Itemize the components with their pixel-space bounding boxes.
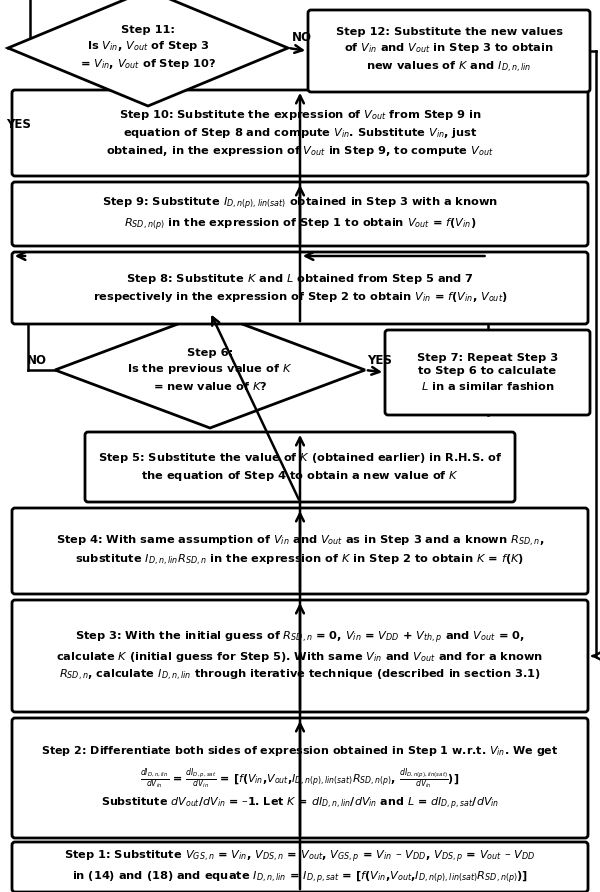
- Text: NO: NO: [292, 31, 312, 44]
- Text: Step 2: Differentiate both sides of expression obtained in Step 1 w.r.t. $V_{in}: Step 2: Differentiate both sides of expr…: [41, 744, 559, 813]
- FancyBboxPatch shape: [12, 842, 588, 892]
- FancyBboxPatch shape: [12, 252, 588, 324]
- FancyBboxPatch shape: [12, 600, 588, 712]
- Text: Step 8: Substitute $K$ and $L$ obtained from Step 5 and 7
respectively in the ex: Step 8: Substitute $K$ and $L$ obtained …: [92, 272, 508, 304]
- Text: Step 9: Substitute $I_{D,n(p),lin(sat)}$ obtained in Step 3 with a known
$R_{SD,: Step 9: Substitute $I_{D,n(p),lin(sat)}$…: [102, 195, 498, 233]
- Text: Step 11:
Is $V_{in}$, $V_{out}$ of Step 3
= $V_{in}$, $V_{out}$ of Step 10?: Step 11: Is $V_{in}$, $V_{out}$ of Step …: [80, 25, 216, 71]
- FancyBboxPatch shape: [12, 90, 588, 176]
- FancyBboxPatch shape: [85, 432, 515, 502]
- Polygon shape: [8, 0, 288, 106]
- Text: Step 7: Repeat Step 3
to Step 6 to calculate
$L$ in a similar fashion: Step 7: Repeat Step 3 to Step 6 to calcu…: [417, 353, 558, 392]
- Text: Step 4: With same assumption of $V_{in}$ and $V_{out}$ as in Step 3 and a known : Step 4: With same assumption of $V_{in}$…: [56, 533, 544, 568]
- Text: Step 1: Substitute $V_{GS,n}$ = $V_{in}$, $V_{DS,n}$ = $V_{out}$, $V_{GS,p}$ = $: Step 1: Substitute $V_{GS,n}$ = $V_{in}$…: [64, 848, 536, 886]
- Text: YES: YES: [367, 354, 392, 367]
- Text: Step 10: Substitute the expression of $V_{out}$ from Step 9 in
equation of Step : Step 10: Substitute the expression of $V…: [106, 108, 494, 158]
- FancyBboxPatch shape: [12, 182, 588, 246]
- Text: YES: YES: [6, 118, 31, 131]
- FancyBboxPatch shape: [308, 10, 590, 92]
- Text: Step 6:
Is the previous value of $K$
= new value of $K$?: Step 6: Is the previous value of $K$ = n…: [127, 348, 293, 392]
- FancyBboxPatch shape: [385, 330, 590, 415]
- Text: NO: NO: [27, 354, 47, 367]
- FancyBboxPatch shape: [12, 718, 588, 838]
- Polygon shape: [55, 312, 365, 428]
- Text: Step 3: With the initial guess of $R_{SD,n}$ = 0, $V_{in}$ = $V_{DD}$ + $V_{th,p: Step 3: With the initial guess of $R_{SD…: [56, 629, 544, 682]
- FancyBboxPatch shape: [12, 508, 588, 594]
- Text: Step 12: Substitute the new values
of $V_{in}$ and $V_{out}$ in Step 3 to obtain: Step 12: Substitute the new values of $V…: [335, 28, 563, 75]
- Text: Step 5: Substitute the value of $K$ (obtained earlier) in R.H.S. of
the equation: Step 5: Substitute the value of $K$ (obt…: [98, 451, 502, 483]
